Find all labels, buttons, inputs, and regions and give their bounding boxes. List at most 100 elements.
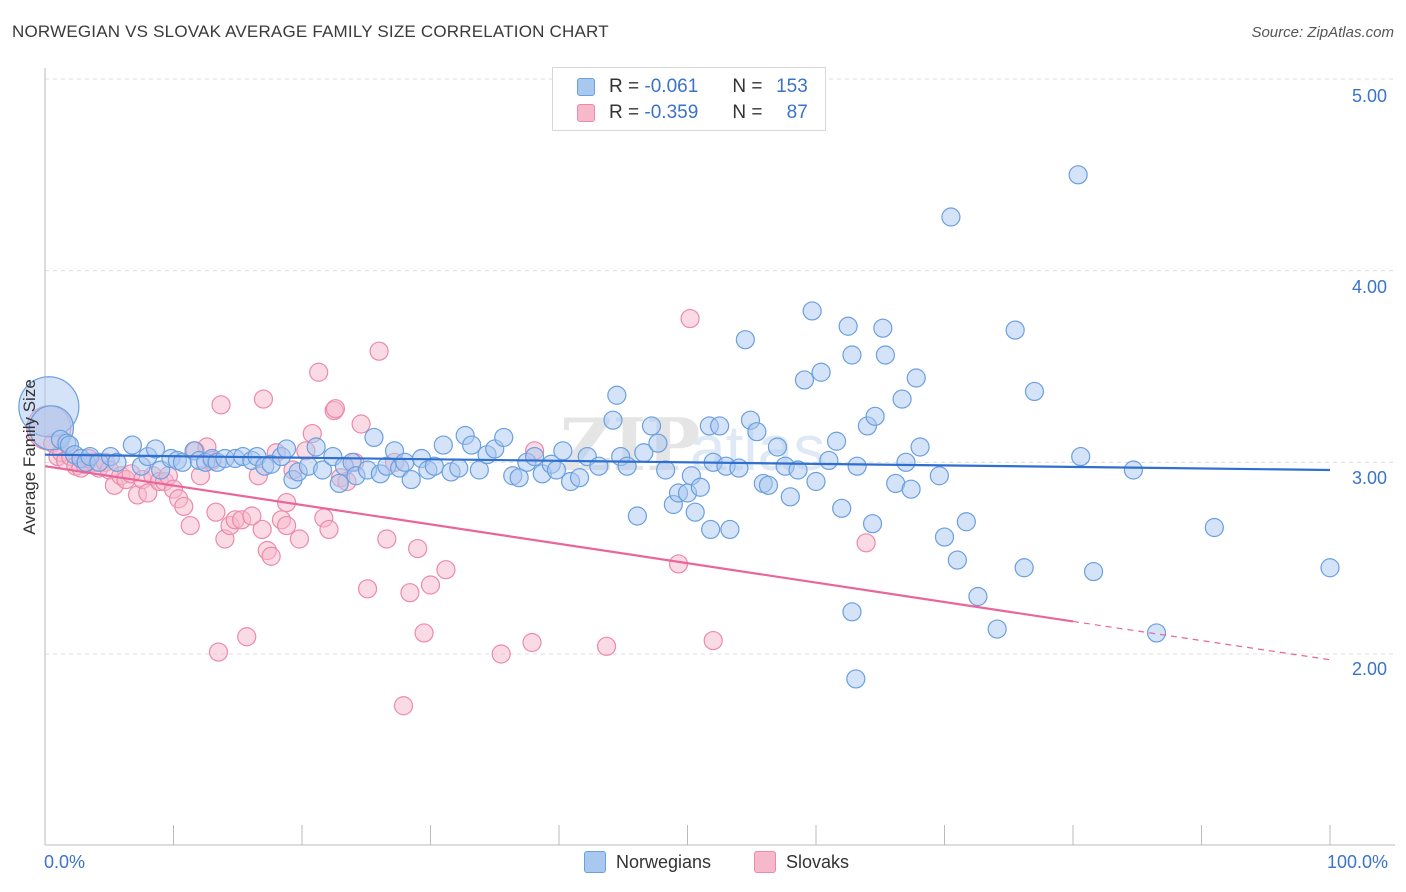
- data-point: [208, 642, 229, 662]
- data-point: [276, 439, 297, 459]
- y-tick-label: 4.00: [1352, 277, 1388, 297]
- data-point: [289, 529, 310, 549]
- data-point: [180, 515, 200, 536]
- data-point: [319, 519, 339, 540]
- data-point: [668, 554, 689, 574]
- data-point: [896, 452, 916, 472]
- data-point: [401, 469, 421, 490]
- data-point: [408, 538, 428, 559]
- r-value: -0.359: [644, 102, 699, 123]
- data-point: [838, 316, 858, 336]
- data-point: [1123, 460, 1143, 480]
- data-point: [357, 579, 378, 599]
- data-point: [819, 450, 839, 471]
- n-value: 87: [786, 102, 808, 123]
- chart-title: NORWEGIAN VS SLOVAK AVERAGE FAMILY SIZE …: [12, 22, 609, 41]
- data-point: [767, 437, 788, 457]
- data-point: [237, 627, 257, 647]
- chart-source: Source: ZipAtlas.com: [1251, 24, 1394, 41]
- data-point: [703, 630, 723, 651]
- data-point: [934, 527, 955, 547]
- data-point: [524, 446, 545, 467]
- data-point: [312, 460, 333, 480]
- data-point: [145, 439, 166, 459]
- data-point: [589, 456, 609, 476]
- data-point: [206, 502, 226, 522]
- data-point: [351, 414, 371, 434]
- data-point: [735, 330, 755, 350]
- data-point: [393, 696, 414, 716]
- y-axis-title: Average Family Size: [20, 379, 39, 535]
- data-point: [469, 460, 489, 480]
- slovaks-points: [26, 308, 876, 716]
- data-point: [306, 437, 326, 457]
- trend-line: [44, 453, 1331, 472]
- legend-row-slovaks: R = -0.359 N = 87: [577, 101, 808, 125]
- data-point: [747, 422, 767, 442]
- data-point: [138, 483, 158, 503]
- data-point: [720, 519, 740, 540]
- data-point: [788, 460, 808, 480]
- y-tick-label: 2.00: [1352, 659, 1388, 679]
- data-point: [424, 456, 444, 476]
- data-point: [892, 389, 912, 409]
- data-point: [685, 502, 705, 522]
- data-point: [648, 433, 668, 453]
- data-point: [656, 460, 676, 480]
- legend-item-slovaks[interactable]: Slovaks: [754, 851, 849, 873]
- data-point: [1024, 381, 1045, 402]
- data-point: [522, 632, 542, 653]
- data-point: [701, 519, 721, 540]
- data-point: [680, 308, 700, 329]
- data-point: [802, 301, 822, 321]
- r-label: R =: [609, 102, 640, 123]
- norwegians-swatch: [577, 78, 595, 96]
- y-tick-label: 3.00: [1352, 468, 1388, 488]
- legend-item-norwegians[interactable]: Norwegians: [584, 851, 711, 873]
- series-legend: Norwegians Slovaks: [0, 851, 1406, 875]
- data-point: [806, 471, 826, 492]
- data-point: [929, 466, 949, 486]
- data-point: [1014, 558, 1034, 578]
- data-point: [846, 669, 866, 689]
- data-point: [509, 468, 529, 488]
- x-tick-label-min: 0.0%: [44, 852, 86, 872]
- data-point: [122, 435, 142, 455]
- data-point: [436, 560, 456, 580]
- data-point: [856, 533, 876, 553]
- data-point: [947, 550, 967, 570]
- n-label: N =: [732, 102, 763, 123]
- data-point: [325, 399, 346, 419]
- data-point: [710, 416, 730, 436]
- data-point: [174, 496, 194, 517]
- data-point: [400, 583, 420, 603]
- slovaks-swatch: [754, 851, 776, 873]
- n-label: N =: [732, 76, 763, 97]
- legend-label: Norwegians: [616, 851, 712, 872]
- data-point: [627, 506, 647, 526]
- data-point: [252, 519, 272, 540]
- data-point: [491, 644, 511, 664]
- norwegians-swatch: [584, 851, 606, 873]
- data-point: [906, 368, 926, 388]
- data-point: [780, 487, 800, 507]
- data-point: [1068, 165, 1088, 185]
- trend-line: [44, 465, 1074, 623]
- data-point: [329, 473, 349, 494]
- data-point: [1204, 517, 1224, 538]
- data-point: [261, 546, 281, 566]
- data-point: [1083, 561, 1104, 582]
- data-point: [420, 575, 441, 595]
- data-point: [987, 619, 1007, 639]
- data-point: [832, 498, 852, 518]
- data-point: [617, 456, 637, 476]
- data-point: [826, 431, 847, 451]
- data-point: [414, 623, 434, 643]
- data-point: [107, 452, 127, 472]
- data-point: [865, 406, 885, 426]
- data-point: [1005, 320, 1025, 340]
- data-point: [901, 479, 921, 499]
- data-point: [1071, 446, 1091, 467]
- data-point: [758, 475, 779, 495]
